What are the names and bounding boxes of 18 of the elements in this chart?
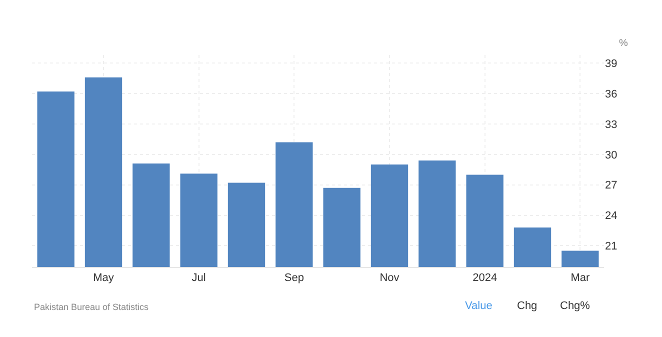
text: Pakistan Bureau of Statistics xyxy=(34,302,150,312)
x-tick-label: 2024 xyxy=(472,272,498,284)
x-tick-label: Mar xyxy=(570,272,590,284)
text: Value xyxy=(465,300,492,312)
text: Chg xyxy=(517,300,538,312)
x-tick-label: May xyxy=(93,272,114,284)
y-tick-label: 30 xyxy=(605,149,618,162)
y-tick-label: 33 xyxy=(605,118,618,131)
y-tick-label: 27 xyxy=(605,180,618,192)
y-tick-label: 24 xyxy=(605,210,618,222)
y-tick-label: 21 xyxy=(605,240,618,253)
text: Chg% xyxy=(560,300,590,312)
x-tick-label: Jul xyxy=(192,272,206,284)
y-axis-title: % xyxy=(619,38,628,49)
y-tick-label: 39 xyxy=(605,58,618,70)
x-tick-label: Nov xyxy=(380,272,400,284)
y-tick-label: 36 xyxy=(605,88,618,100)
x-tick-label: Sep xyxy=(284,272,304,284)
